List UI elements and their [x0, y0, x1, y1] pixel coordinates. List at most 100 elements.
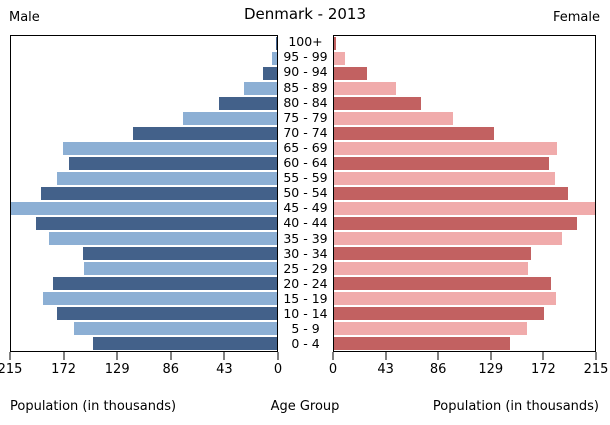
female-bar-90-94 [334, 67, 367, 80]
female-bar-60-64 [334, 157, 549, 170]
female-bar-20-24 [334, 277, 552, 290]
female-bar-75-79 [334, 112, 453, 125]
male-bar-55-59 [56, 172, 277, 185]
axis-tick [170, 352, 172, 360]
axis-tick-label: 215 [0, 362, 23, 377]
female-pyramid-row [334, 111, 595, 126]
female-pyramid-row [334, 261, 595, 276]
female-bar-50-54 [334, 187, 569, 200]
axis-tick [542, 352, 544, 360]
female-pyramid-row [334, 291, 595, 306]
male-pyramid-row [11, 261, 277, 276]
age-group-axis: 100+ 95 - 99 90 - 94 85 - 89 80 - 84 75 - 79 7… [278, 35, 333, 352]
female-plot-area [333, 35, 596, 352]
male-bar-85-89 [243, 82, 277, 95]
male-pyramid-row [11, 36, 277, 51]
female-pyramid-row [334, 231, 595, 246]
axis-tick-label: 86 [429, 362, 447, 377]
male-bar-70-74 [133, 127, 277, 140]
male-axis-ticks [9, 352, 279, 360]
female-bar-15-19 [334, 292, 557, 305]
axis-tick [116, 352, 118, 360]
male-axis-caption: Population (in thousands) [10, 399, 177, 414]
axis-tick [490, 352, 492, 360]
axis-tick-label: 172 [51, 362, 77, 377]
female-bar-35-39 [334, 232, 563, 245]
axis-tick-label: 0 [328, 362, 338, 377]
female-pyramid-row [334, 126, 595, 141]
male-pyramid-row [11, 321, 277, 336]
age-group-label: 40 - 44 [283, 215, 328, 231]
axis-tick-label: 86 [162, 362, 180, 377]
male-pyramid-row [11, 96, 277, 111]
male-bar-45-49 [11, 202, 277, 215]
female-pyramid-row [334, 171, 595, 186]
female-pyramid-row [334, 306, 595, 321]
age-group-label: 90 - 94 [283, 64, 328, 80]
male-header-label: Male [9, 10, 40, 25]
axis-tick [332, 352, 334, 360]
axis-tick [223, 352, 225, 360]
male-bar-65-69 [62, 142, 277, 155]
age-group-label: 75 - 79 [283, 109, 328, 125]
female-axis-ticks [332, 352, 597, 360]
female-pyramid-row [334, 66, 595, 81]
female-pyramid-row [334, 246, 595, 261]
age-group-label: 0 - 4 [291, 336, 320, 352]
female-bar-10-14 [334, 307, 544, 320]
age-group-label: 45 - 49 [283, 200, 328, 216]
female-bar-rows [334, 36, 595, 351]
age-group-label: 50 - 54 [283, 185, 328, 201]
age-group-label: 30 - 34 [283, 245, 328, 261]
axis-tick [277, 352, 279, 360]
age-group-label: 95 - 99 [283, 49, 328, 65]
male-bar-100+ [275, 37, 277, 50]
female-pyramid-row [334, 81, 595, 96]
axis-tick-label: 172 [530, 362, 556, 377]
age-group-label: 35 - 39 [283, 230, 328, 246]
age-group-label: 65 - 69 [283, 139, 328, 155]
male-pyramid-row [11, 231, 277, 246]
age-group-label: 100+ [288, 34, 323, 50]
age-group-label: 85 - 89 [283, 79, 328, 95]
male-bar-90-94 [263, 67, 277, 80]
age-group-label: 5 - 9 [291, 321, 320, 337]
male-pyramid-row [11, 171, 277, 186]
female-pyramid-row [334, 216, 595, 231]
male-bar-40-44 [35, 217, 277, 230]
female-bar-80-84 [334, 97, 422, 110]
male-pyramid-row [11, 201, 277, 216]
axis-tick-label: 43 [216, 362, 233, 377]
female-pyramid-row [334, 51, 595, 66]
female-pyramid-row [334, 336, 595, 351]
age-group-label: 70 - 74 [283, 124, 328, 140]
male-bar-95-99 [272, 52, 277, 65]
male-bar-60-64 [69, 157, 277, 170]
female-header-label: Female [552, 10, 600, 25]
male-pyramid-row [11, 156, 277, 171]
female-bar-25-29 [334, 262, 529, 275]
age-group-label: 25 - 29 [283, 260, 328, 276]
male-bar-15-19 [43, 292, 277, 305]
male-pyramid-row [11, 216, 277, 231]
male-pyramid-row [11, 141, 277, 156]
female-axis-caption: Population (in thousands) [432, 399, 599, 414]
male-bar-75-79 [182, 112, 277, 125]
age-group-label: 10 - 14 [283, 305, 328, 321]
female-bar-40-44 [334, 217, 577, 230]
female-pyramid-row [334, 186, 595, 201]
axis-tick [385, 352, 387, 360]
axis-tick [595, 352, 597, 360]
female-bar-30-34 [334, 247, 531, 260]
axis-tick [63, 352, 65, 360]
male-pyramid-row [11, 126, 277, 141]
male-pyramid-row [11, 186, 277, 201]
male-pyramid-row [11, 111, 277, 126]
axis-tick-label: 0 [273, 362, 283, 377]
axis-tick-label: 43 [377, 362, 394, 377]
female-pyramid-row [334, 96, 595, 111]
female-bar-45-49 [334, 202, 595, 215]
female-axis-tick-labels: 0 43 86 129 172 215 [329, 362, 609, 378]
female-pyramid-row [334, 141, 595, 156]
male-pyramid-row [11, 336, 277, 351]
